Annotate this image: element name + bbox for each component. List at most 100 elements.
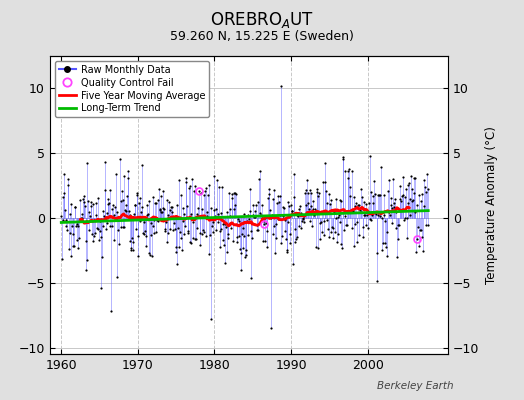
- Point: [236, 250, 245, 256]
- Point: [263, 228, 271, 234]
- Point: [150, 217, 159, 223]
- Point: [389, 176, 397, 182]
- Point: [204, 192, 212, 198]
- Point: [303, 177, 311, 183]
- Point: [225, 206, 234, 212]
- Point: [331, 228, 339, 235]
- Point: [282, 236, 290, 243]
- Point: [60, 170, 69, 177]
- Point: [67, 253, 75, 260]
- Point: [339, 154, 347, 160]
- Point: [85, 209, 94, 215]
- Point: [69, 243, 77, 249]
- Point: [299, 216, 308, 222]
- Point: [300, 219, 309, 225]
- Point: [339, 156, 347, 163]
- Point: [305, 218, 314, 224]
- Point: [186, 239, 194, 245]
- Point: [326, 201, 334, 207]
- Point: [252, 202, 260, 208]
- Point: [348, 168, 356, 174]
- Point: [365, 200, 373, 206]
- Point: [375, 192, 383, 198]
- Point: [127, 247, 136, 254]
- Point: [89, 238, 97, 245]
- Point: [370, 191, 379, 198]
- Point: [159, 188, 167, 194]
- Point: [82, 266, 90, 273]
- Point: [132, 226, 140, 232]
- Point: [323, 200, 332, 206]
- Point: [168, 204, 177, 210]
- Point: [346, 192, 355, 199]
- Point: [111, 216, 119, 222]
- Point: [124, 168, 133, 174]
- Point: [320, 232, 328, 238]
- Point: [262, 220, 270, 226]
- Point: [102, 220, 111, 226]
- Point: [146, 252, 154, 258]
- Point: [380, 192, 388, 198]
- Point: [210, 173, 219, 179]
- Point: [112, 170, 121, 177]
- Point: [354, 232, 363, 238]
- Point: [417, 227, 425, 233]
- Point: [181, 174, 190, 181]
- Point: [248, 235, 256, 242]
- Point: [333, 231, 342, 238]
- Point: [242, 247, 250, 254]
- Point: [274, 192, 282, 199]
- Point: [180, 231, 189, 237]
- Point: [236, 245, 244, 252]
- Point: [392, 224, 400, 231]
- Point: [172, 260, 181, 267]
- Point: [127, 245, 135, 251]
- Point: [212, 206, 220, 212]
- Point: [275, 193, 283, 199]
- Point: [75, 216, 84, 222]
- Point: [345, 183, 354, 190]
- Point: [213, 177, 221, 184]
- Point: [296, 203, 304, 209]
- Point: [280, 228, 289, 234]
- Point: [310, 212, 318, 219]
- Point: [66, 210, 74, 217]
- Point: [78, 215, 86, 221]
- Point: [298, 214, 307, 221]
- Point: [289, 261, 297, 268]
- Point: [143, 212, 151, 218]
- Point: [414, 224, 422, 230]
- Point: [385, 209, 393, 215]
- Point: [126, 212, 134, 218]
- Point: [394, 222, 402, 228]
- Point: [335, 212, 343, 218]
- Point: [326, 197, 335, 203]
- Point: [365, 152, 374, 159]
- Point: [312, 244, 320, 250]
- Point: [302, 187, 311, 193]
- Point: [277, 240, 286, 246]
- Point: [81, 238, 90, 244]
- Point: [134, 252, 142, 259]
- Point: [256, 209, 265, 216]
- Point: [363, 212, 371, 218]
- Point: [359, 234, 367, 240]
- Legend: Raw Monthly Data, Quality Control Fail, Five Year Moving Average, Long-Term Tren: Raw Monthly Data, Quality Control Fail, …: [54, 61, 209, 117]
- Point: [382, 244, 390, 250]
- Point: [371, 209, 379, 215]
- Point: [416, 227, 424, 233]
- Point: [279, 213, 288, 219]
- Point: [285, 219, 293, 226]
- Point: [139, 230, 147, 236]
- Point: [162, 218, 170, 225]
- Point: [73, 221, 81, 227]
- Point: [206, 316, 215, 322]
- Point: [308, 222, 316, 229]
- Point: [402, 214, 411, 221]
- Point: [351, 220, 359, 227]
- Point: [113, 208, 122, 215]
- Point: [362, 201, 370, 207]
- Point: [58, 256, 66, 262]
- Point: [152, 228, 160, 235]
- Point: [121, 172, 129, 179]
